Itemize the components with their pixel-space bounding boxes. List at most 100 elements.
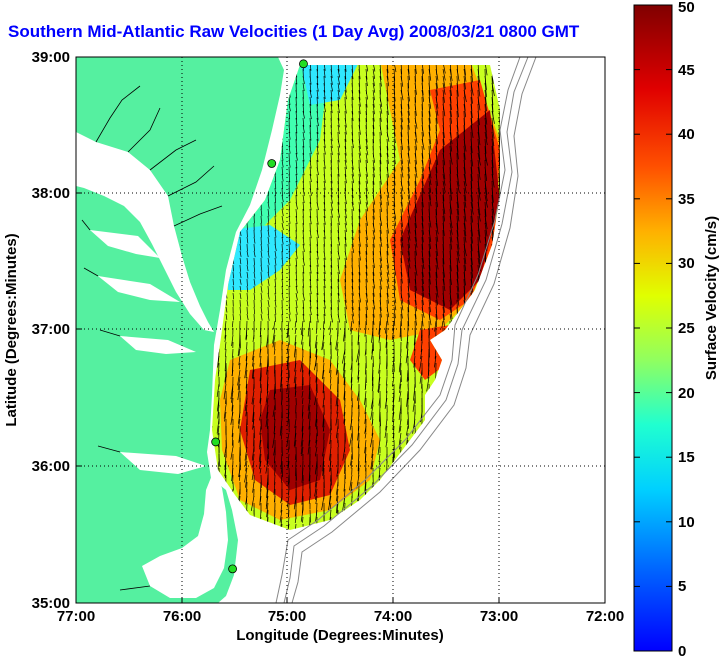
velocity-arrow <box>372 110 375 122</box>
velocity-arrow <box>302 236 305 246</box>
velocity-arrow <box>330 474 332 482</box>
velocity-arrow <box>364 425 367 434</box>
velocity-arrow <box>393 110 396 123</box>
velocity-arrow <box>364 348 367 356</box>
velocity-arrow <box>393 439 395 458</box>
velocity-arrow <box>337 103 340 114</box>
velocity-arrow <box>421 145 424 159</box>
velocity-arrow <box>477 131 481 146</box>
colorbar-tick-label: 20 <box>678 385 695 402</box>
velocity-arrow <box>364 404 367 415</box>
velocity-arrow <box>330 89 333 100</box>
velocity-arrow <box>245 495 248 505</box>
velocity-arrow <box>260 264 263 272</box>
velocity-arrow <box>351 89 354 101</box>
velocity-arrow <box>407 243 410 256</box>
velocity-arrow <box>414 187 417 200</box>
velocity-arrow <box>281 271 284 280</box>
velocity-arrow <box>370 397 374 410</box>
velocity-arrow <box>281 278 284 288</box>
velocity-arrow <box>316 110 319 120</box>
velocity-arrow <box>250 495 255 511</box>
velocity-arrow <box>281 215 284 224</box>
velocity-arrow <box>428 173 432 186</box>
velocity-arrow <box>295 187 298 197</box>
velocity-arrow <box>470 82 474 96</box>
velocity-arrow <box>393 278 396 291</box>
velocity-arrow <box>477 159 481 174</box>
velocity-arrow <box>266 418 269 429</box>
velocity-arrow <box>421 89 425 102</box>
velocity-arrow <box>280 376 283 392</box>
velocity-arrow <box>230 446 234 460</box>
velocity-arrow <box>449 215 453 228</box>
velocity-arrow <box>239 257 242 265</box>
velocity-arrow <box>288 271 291 281</box>
velocity-arrow <box>288 131 291 140</box>
velocity-arrow <box>386 355 388 369</box>
velocity-arrow <box>274 208 277 217</box>
velocity-arrow <box>224 411 227 422</box>
velocity-arrow <box>358 243 361 255</box>
velocity-arrow <box>484 110 488 125</box>
velocity-arrow <box>274 292 277 301</box>
velocity-arrow <box>252 334 255 343</box>
velocity-arrow <box>379 215 383 226</box>
velocity-arrow <box>407 75 410 89</box>
velocity-arrow <box>252 348 255 361</box>
velocity-arrow <box>414 117 418 129</box>
velocity-arrow <box>498 180 500 195</box>
velocity-arrow <box>337 299 339 311</box>
velocity-arrow <box>323 264 326 274</box>
velocity-arrow <box>302 124 305 133</box>
velocity-arrow <box>344 166 347 177</box>
velocity-arrow <box>491 82 495 97</box>
colorbar-tick-label: 45 <box>678 62 695 79</box>
velocity-arrow <box>273 348 276 355</box>
velocity-arrow <box>253 236 256 244</box>
velocity-arrow <box>251 362 255 379</box>
velocity-arrow <box>314 481 318 497</box>
map-title: Southern Mid-Atlantic Raw Velocities (1 … <box>8 22 580 41</box>
velocity-arrow <box>358 166 361 177</box>
velocity-arrow <box>267 257 270 265</box>
velocity-arrow <box>279 418 283 436</box>
velocity-arrow <box>329 383 332 390</box>
station-marker <box>211 437 221 447</box>
velocity-arrow <box>414 229 417 242</box>
velocity-arrow <box>330 299 333 310</box>
velocity-arrow <box>414 65 417 74</box>
velocity-arrow <box>330 145 333 155</box>
velocity-arrow <box>295 215 298 225</box>
velocity-arrow <box>477 110 480 126</box>
velocity-arrow <box>442 166 446 180</box>
y-tick-label: 36:00 <box>32 458 70 475</box>
velocity-arrow <box>407 159 410 172</box>
velocity-arrow <box>309 159 312 169</box>
velocity-arrow <box>281 285 284 295</box>
velocity-arrow <box>336 404 339 414</box>
velocity-arrow <box>477 124 480 140</box>
velocity-arrow <box>265 495 269 510</box>
velocity-arrow <box>386 257 390 269</box>
velocity-arrow <box>491 215 495 231</box>
velocity-arrow <box>287 327 290 338</box>
velocity-arrow <box>260 292 263 301</box>
velocity-arrow <box>288 96 291 105</box>
velocity-arrow <box>323 110 326 121</box>
velocity-arrow <box>379 152 382 165</box>
velocity-arrow <box>442 131 445 146</box>
velocity-arrow <box>351 159 354 170</box>
velocity-arrow <box>372 173 375 185</box>
velocity-arrow <box>302 75 305 84</box>
velocity-arrow <box>421 222 424 235</box>
velocity-arrow <box>295 103 297 113</box>
velocity-arrow <box>309 187 312 196</box>
y-tick-label: 37:00 <box>32 321 70 338</box>
velocity-arrow <box>302 131 305 140</box>
velocity-arrow <box>357 355 360 366</box>
velocity-arrow <box>288 264 290 274</box>
velocity-arrow <box>365 145 369 156</box>
velocity-arrow <box>435 173 439 187</box>
velocity-arrow <box>470 138 473 154</box>
